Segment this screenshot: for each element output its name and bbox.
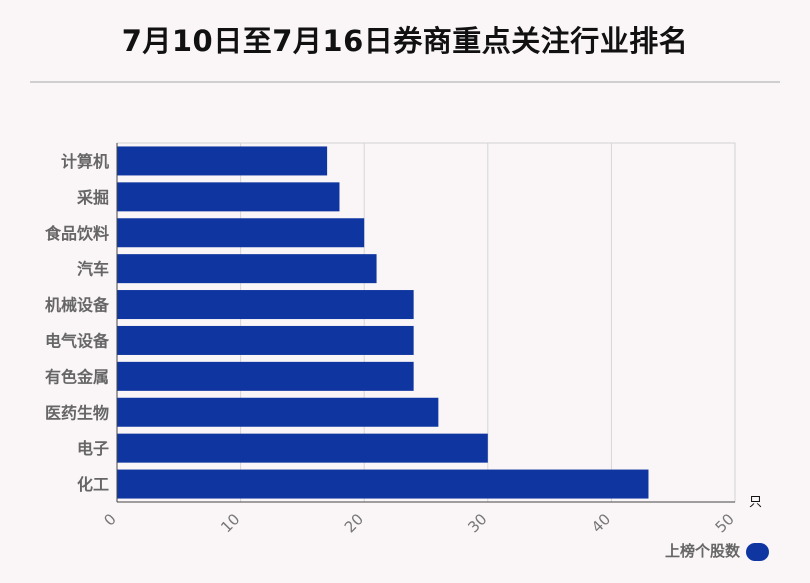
category-label: 计算机: [61, 152, 109, 171]
category-label: 电子: [77, 439, 109, 458]
x-axis-unit-label: 只: [749, 495, 762, 510]
bar: [117, 218, 365, 248]
category-label: 汽车: [77, 260, 109, 279]
x-tick-label: 30: [464, 510, 490, 536]
bar: [117, 146, 328, 176]
bar: [117, 397, 439, 427]
x-tick-label: 0: [100, 510, 119, 529]
title-divider: [30, 81, 780, 83]
category-label: 有色金属: [45, 367, 109, 386]
bar: [117, 361, 414, 391]
x-tick-label: 50: [712, 510, 738, 536]
category-label: 化工: [77, 475, 109, 494]
bars: [117, 146, 649, 499]
legend: 上榜个股数: [665, 542, 769, 561]
x-tick-label: 10: [217, 510, 243, 536]
bar: [117, 433, 488, 463]
bar: [117, 469, 649, 499]
bar: [117, 290, 414, 320]
category-label: 食品饮料: [44, 224, 109, 243]
category-label: 医药生物: [45, 403, 109, 422]
bar: [117, 325, 414, 355]
category-label: 电气设备: [45, 331, 110, 350]
chart-title: 7月10日至7月16日券商重点关注行业排名: [121, 24, 689, 58]
legend-swatch: [746, 543, 769, 561]
x-tick-label: 20: [341, 510, 367, 536]
category-label: 机械设备: [45, 296, 110, 315]
category-label: 采掘: [76, 188, 109, 207]
bar: [117, 182, 340, 212]
x-tick-label: 40: [588, 510, 614, 536]
bar: [117, 254, 377, 284]
legend-label: 上榜个股数: [665, 542, 741, 560]
x-tick-labels: 0 10 20 30 40 50: [100, 510, 737, 536]
